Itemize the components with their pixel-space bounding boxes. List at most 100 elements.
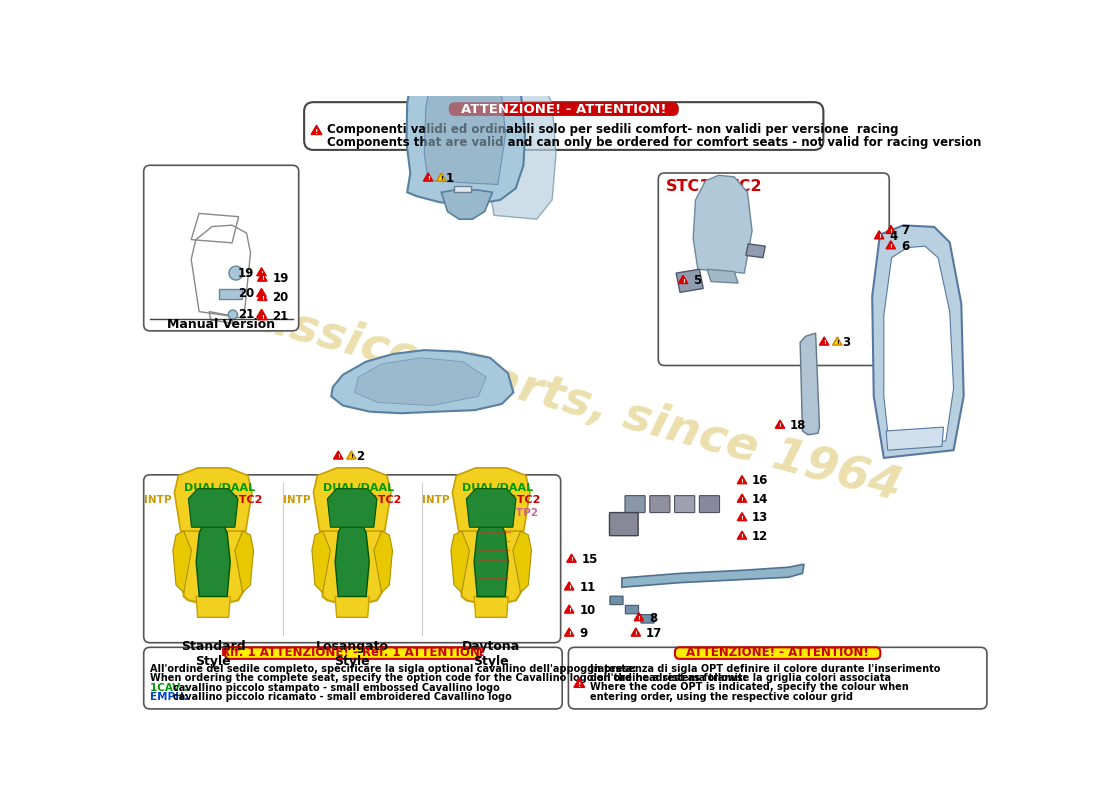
Text: !: !	[635, 631, 637, 636]
Text: In presenza di sigla OPT definire il colore durante l'inserimento: In presenza di sigla OPT definire il col…	[590, 664, 940, 674]
Text: STP1/STP2: STP1/STP2	[475, 508, 538, 518]
FancyBboxPatch shape	[609, 596, 623, 605]
FancyBboxPatch shape	[609, 513, 638, 536]
Text: 18: 18	[790, 419, 806, 432]
FancyBboxPatch shape	[569, 647, 987, 709]
Text: 12: 12	[752, 530, 768, 543]
Circle shape	[228, 310, 238, 319]
Text: INTP: INTP	[422, 495, 450, 506]
Text: !: !	[261, 314, 264, 320]
Text: !: !	[260, 271, 263, 276]
Polygon shape	[256, 310, 266, 318]
Text: !: !	[740, 516, 744, 521]
Text: !: !	[315, 129, 318, 134]
Text: INTP: INTP	[144, 495, 172, 506]
Text: ATTENZIONE! - ATTENTION!: ATTENZIONE! - ATTENTION!	[461, 102, 667, 115]
Text: !: !	[823, 340, 826, 345]
Polygon shape	[451, 531, 470, 593]
Polygon shape	[312, 531, 330, 593]
Polygon shape	[437, 173, 446, 181]
Polygon shape	[336, 517, 370, 597]
Polygon shape	[180, 506, 245, 604]
Text: !: !	[890, 244, 892, 249]
Polygon shape	[374, 531, 393, 593]
Polygon shape	[406, 25, 525, 206]
FancyBboxPatch shape	[625, 496, 645, 513]
Polygon shape	[425, 42, 506, 185]
Text: !: !	[682, 278, 684, 283]
Text: !: !	[740, 534, 744, 539]
Polygon shape	[737, 476, 747, 484]
Text: Componenti validi ed ordinabili solo per sedili comfort- non validi per versione: Componenti validi ed ordinabili solo per…	[328, 122, 899, 136]
Text: STC1/STC2: STC1/STC2	[334, 495, 402, 506]
FancyBboxPatch shape	[144, 475, 561, 642]
Text: 7: 7	[901, 224, 909, 238]
Text: Losangato
Style: Losangato Style	[316, 640, 388, 668]
Polygon shape	[311, 126, 322, 134]
FancyBboxPatch shape	[641, 614, 654, 623]
Text: Components that are valid and can only be ordered for comfort seats - not valid : Components that are valid and can only b…	[328, 136, 981, 149]
Text: Manual Version: Manual Version	[167, 318, 275, 331]
Polygon shape	[328, 489, 377, 527]
Text: 17: 17	[646, 627, 662, 640]
FancyBboxPatch shape	[226, 647, 481, 659]
FancyBboxPatch shape	[450, 103, 678, 115]
Polygon shape	[256, 268, 266, 276]
Text: !: !	[337, 454, 340, 459]
Polygon shape	[314, 468, 390, 531]
Polygon shape	[887, 241, 895, 249]
Polygon shape	[564, 605, 574, 613]
Text: STC1/STC2: STC1/STC2	[195, 495, 263, 506]
Text: DUAL/DAAL: DUAL/DAAL	[184, 483, 255, 493]
Polygon shape	[574, 678, 584, 687]
Text: 5: 5	[693, 274, 702, 287]
Text: !: !	[779, 423, 781, 428]
Text: !: !	[878, 234, 881, 239]
Polygon shape	[707, 270, 738, 283]
Text: 8: 8	[649, 611, 658, 625]
Text: dell'ordine a sistema tramite la griglia colori associata: dell'ordine a sistema tramite la griglia…	[590, 673, 891, 683]
Text: 3: 3	[842, 336, 850, 349]
Text: 11: 11	[580, 581, 595, 594]
Text: ATTENZIONE! - ATTENTION!: ATTENZIONE! - ATTENTION!	[686, 646, 869, 659]
Text: Standard
Style: Standard Style	[180, 640, 245, 668]
Text: !: !	[890, 229, 892, 234]
Text: 9: 9	[580, 627, 587, 640]
Polygon shape	[441, 190, 493, 219]
Text: Where the code OPT is indicated, specify the colour when: Where the code OPT is indicated, specify…	[590, 682, 909, 692]
FancyBboxPatch shape	[658, 173, 889, 366]
Polygon shape	[474, 597, 508, 618]
Text: cavallino piccolo ricamato - small embroidered Cavallino logo: cavallino piccolo ricamato - small embro…	[173, 692, 512, 702]
FancyBboxPatch shape	[650, 496, 670, 513]
Polygon shape	[737, 494, 747, 502]
Polygon shape	[196, 597, 230, 618]
Polygon shape	[631, 628, 640, 636]
Polygon shape	[196, 517, 230, 597]
Text: !: !	[261, 276, 264, 282]
Text: 14: 14	[752, 493, 769, 506]
Polygon shape	[566, 554, 576, 562]
FancyBboxPatch shape	[144, 166, 299, 331]
Polygon shape	[776, 420, 784, 428]
Polygon shape	[256, 289, 266, 297]
Text: !: !	[350, 454, 353, 459]
Polygon shape	[820, 337, 829, 345]
Polygon shape	[474, 517, 508, 597]
Polygon shape	[219, 289, 242, 299]
Polygon shape	[175, 468, 252, 531]
Text: !: !	[568, 585, 571, 590]
Polygon shape	[887, 427, 944, 450]
Polygon shape	[466, 489, 516, 527]
Polygon shape	[346, 451, 356, 459]
Text: !: !	[740, 498, 744, 502]
Text: 10: 10	[580, 604, 595, 617]
Polygon shape	[333, 451, 343, 459]
Text: !: !	[638, 616, 640, 621]
Polygon shape	[336, 597, 370, 618]
Text: 1: 1	[446, 172, 454, 185]
Text: EMPH:: EMPH:	[150, 692, 191, 702]
Text: !: !	[427, 176, 430, 181]
Polygon shape	[452, 468, 530, 531]
Text: STC1/STC2: STC1/STC2	[473, 495, 540, 506]
Polygon shape	[235, 531, 253, 593]
